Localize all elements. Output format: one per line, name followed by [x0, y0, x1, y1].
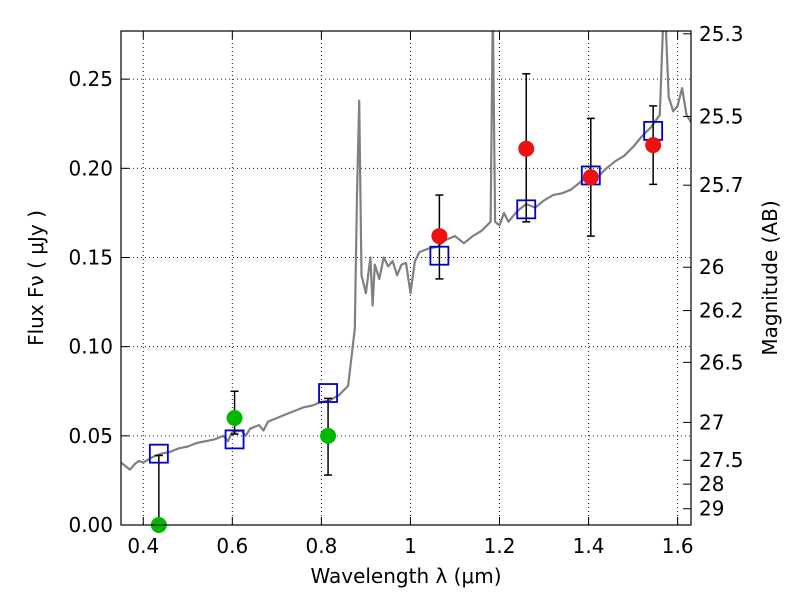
- right-tick-label: 26.5: [699, 350, 744, 374]
- y-tick-label: 0.25: [68, 67, 113, 91]
- observed-point-marker: [518, 140, 535, 157]
- right-tick-label: 26: [699, 255, 724, 279]
- x-tick-label: 0.8: [305, 534, 337, 558]
- y-axis-label: Flux Fν ( μJy ): [24, 210, 48, 346]
- x-tick-label: 1.4: [573, 534, 605, 558]
- y-tick-label: 0.10: [68, 335, 113, 359]
- right-tick-label: 28: [699, 472, 724, 496]
- x-tick-label: 1.2: [484, 534, 516, 558]
- plot-background: [121, 31, 691, 525]
- right-tick-label: 25.5: [699, 104, 744, 128]
- model-square-marker: [318, 383, 338, 403]
- x-tick-label: 1: [404, 534, 417, 558]
- right-tick-label: 25.3: [699, 22, 744, 46]
- observed-point-marker: [431, 228, 448, 245]
- model-square-marker: [429, 245, 450, 266]
- y-tick-label: 0.20: [68, 156, 113, 180]
- x-tick-label: 0.4: [127, 534, 159, 558]
- x-tick-label: 1.6: [662, 534, 694, 558]
- x-tick-label: 0.6: [216, 534, 248, 558]
- y-tick-label: 0.05: [68, 424, 113, 448]
- plot-frame: [120, 30, 692, 526]
- right-tick-label: 26.2: [699, 299, 744, 323]
- right-tick-label: 27: [699, 410, 724, 434]
- y-axis-label-right: Magnitude (AB): [758, 200, 782, 355]
- observed-point-marker: [582, 169, 599, 186]
- x-axis-label: Wavelength λ (μm): [310, 564, 501, 588]
- ticks: [121, 31, 691, 526]
- observed-point-marker: [645, 137, 662, 154]
- y-tick-label: 0.15: [68, 245, 113, 269]
- observed-point-marker: [320, 427, 337, 444]
- observed-point-marker: [226, 409, 243, 426]
- right-tick-label: 25.7: [699, 173, 744, 197]
- model-square-marker: [148, 443, 169, 464]
- model-square-marker: [224, 429, 245, 450]
- tick-labels: 0.4 0.6 0.8 1 1.2 1.4 1.6 0.00 0.05 0.10 0.15 0.20 0…: [68, 22, 743, 558]
- model-square-marker: [516, 199, 537, 220]
- right-tick-label: 27.5: [699, 448, 744, 472]
- right-tick-label: 29: [699, 497, 724, 521]
- y-tick-label: 0.00: [68, 513, 113, 537]
